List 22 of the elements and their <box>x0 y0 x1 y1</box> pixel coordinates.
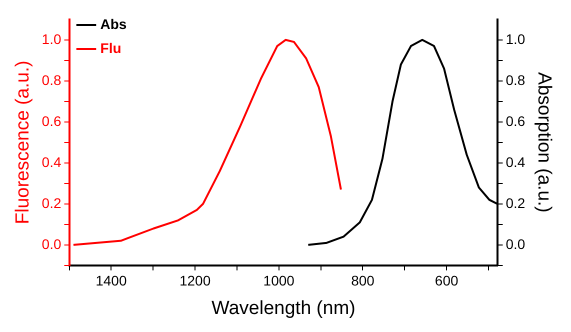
x-tick-label: 1000 <box>263 272 295 289</box>
y-tick-label: 0.0 <box>42 236 62 252</box>
x-tick-label: 800 <box>351 272 375 289</box>
y2-tick-label: 0.6 <box>506 112 526 129</box>
y-tick-label: 1.0 <box>42 30 62 47</box>
y2-tick-label: 0.2 <box>506 194 526 211</box>
y2-tick-label: 0.4 <box>506 154 526 170</box>
y2-tick-label: 0.8 <box>506 72 526 88</box>
y2-tick-label: 0.0 <box>506 236 526 252</box>
y-tick-label: 0.6 <box>42 112 62 129</box>
legend-label: Flu <box>100 40 122 56</box>
x-axis-title: Wavelength (nm) <box>212 298 356 319</box>
y2-axis-title: Absorption (a.u.) <box>533 72 554 213</box>
x-tick-label: 1400 <box>96 272 127 289</box>
y2-tick-label: 1.0 <box>506 30 526 47</box>
y-tick-label: 0.2 <box>42 194 62 211</box>
x-tick-label: 600 <box>434 272 458 289</box>
legend-label: Abs <box>100 16 127 32</box>
y-tick-label: 0.8 <box>42 72 62 88</box>
y-tick-label: 0.4 <box>42 154 62 170</box>
x-tick-label: 1200 <box>179 272 211 289</box>
y-axis-title: Fluorescence (a.u.) <box>12 60 34 224</box>
